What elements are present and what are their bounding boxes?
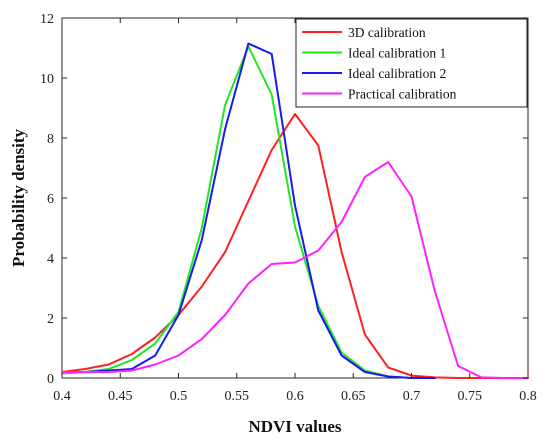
y-tick-label: 6 [47, 192, 54, 207]
x-tick-label: 0.55 [225, 389, 250, 404]
y-tick-label: 4 [47, 252, 54, 267]
y-tick-label: 12 [40, 12, 54, 27]
legend-label: 3D calibration [348, 25, 426, 40]
legend-label: Ideal calibration 2 [348, 66, 446, 81]
y-axis-title: Probability density [9, 128, 28, 267]
x-axis-title: NDVI values [248, 417, 341, 436]
y-tick-label: 8 [47, 132, 54, 147]
x-tick-label: 0.8 [519, 389, 537, 404]
axes-layer: 0.4 0.45 0.5 0.55 0.6 0.65 0.7 0.75 0.8 0 2 4 6 8 10 12 [40, 12, 537, 404]
x-tick-label: 0.7 [403, 389, 421, 404]
legend: 3D calibration Ideal calibration 1 Ideal c… [295, 18, 528, 108]
series-line-3 [61, 42, 436, 379]
x-tick-label: 0.4 [53, 389, 71, 404]
legend-box [295, 18, 528, 108]
series-line-4 [61, 161, 529, 379]
series-line-1 [61, 113, 529, 379]
y-tick-label: 2 [47, 312, 54, 327]
legend-label: Practical calibration [348, 87, 457, 102]
y-tick-label: 10 [40, 72, 54, 87]
legend-label: Ideal calibration 1 [348, 46, 446, 61]
x-tick-label: 0.5 [170, 389, 188, 404]
series-layer [61, 42, 529, 379]
x-tick-label: 0.75 [458, 389, 483, 404]
y-tick-label: 0 [47, 372, 54, 387]
x-tick-label: 0.65 [341, 389, 366, 404]
x-tick-label: 0.6 [286, 389, 304, 404]
x-tick-label: 0.45 [108, 389, 133, 404]
